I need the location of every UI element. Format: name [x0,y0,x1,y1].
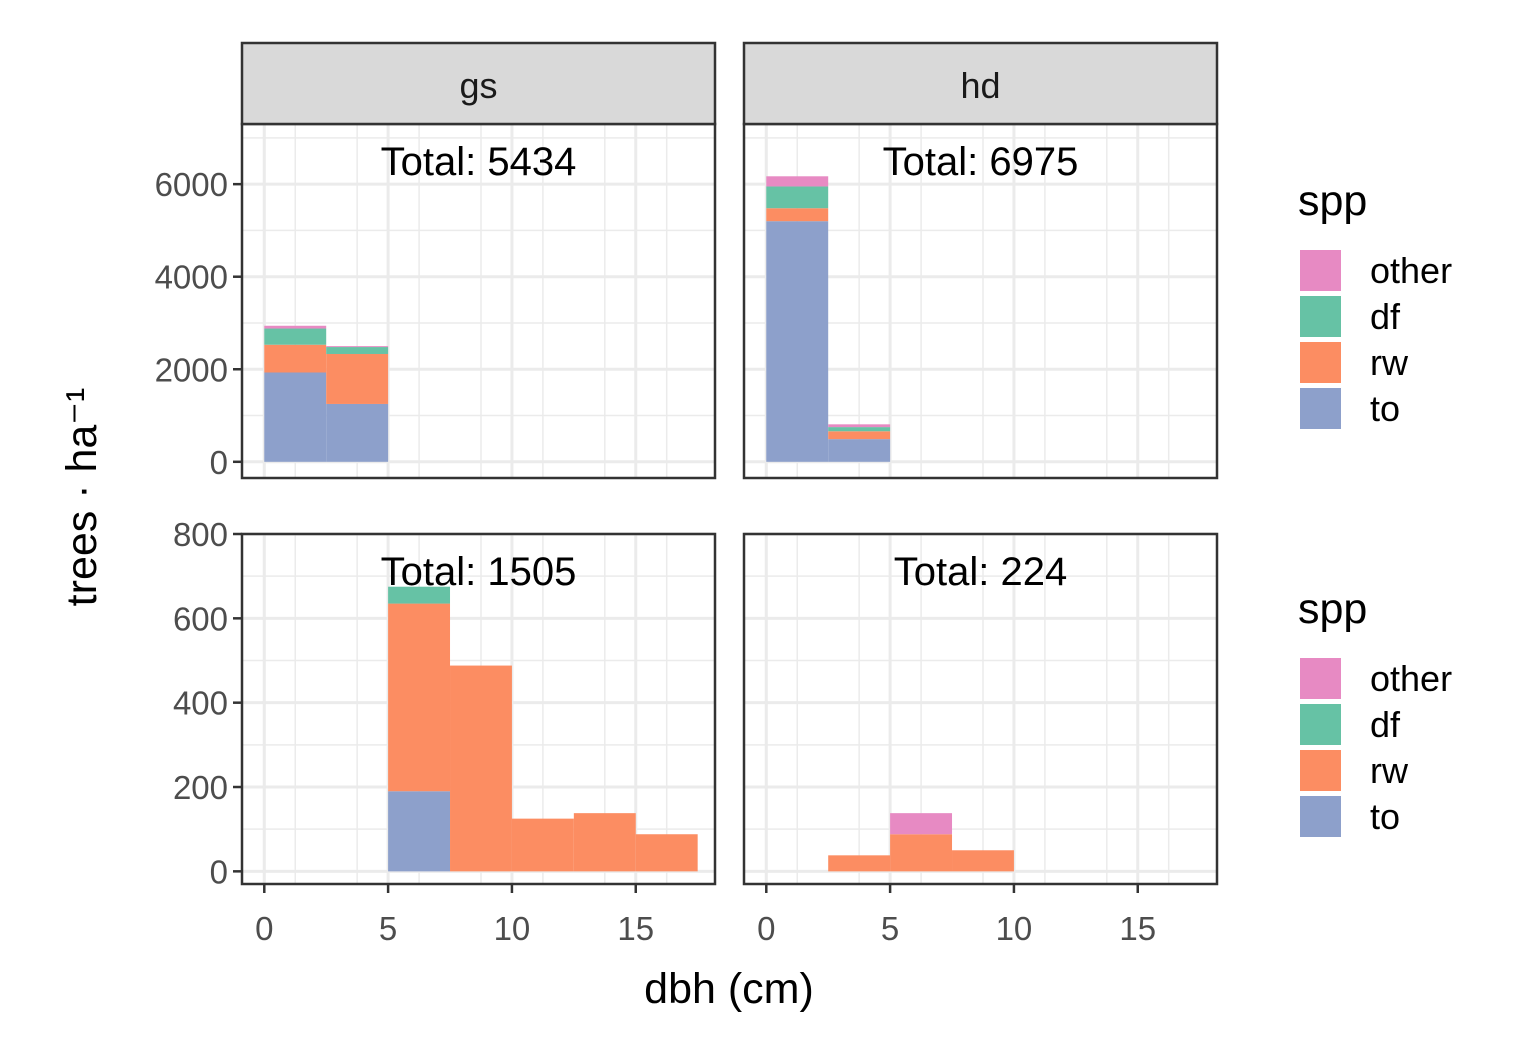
legend-key-df [1300,704,1341,745]
bar-gs-r1-bin1-df [264,328,327,345]
bar-gs-r1-bin2-to [326,403,389,462]
strip-hd-bg [742,41,1219,126]
panel-hd-row-2: Total: 224 0 5 10 15 [742,532,1219,947]
y-tick-label: 200 [173,769,228,806]
bar-hd-r2-bin2-other [890,813,953,835]
legend-key-other [1300,250,1341,291]
bar-gs-r2-bin1-to [388,791,451,872]
x-tick-label: 10 [996,910,1033,947]
x-tick-label: 0 [255,910,273,947]
x-axis-title: dbh (cm) [644,965,814,1013]
bar-hd-r1-bin1-other [766,176,829,187]
bar-gs-r1-bin1-other [264,325,327,329]
legend-label-other: other [1370,250,1452,291]
bar-hd-r2-bin1-rw [828,855,891,872]
x-tick-label: 0 [757,910,775,947]
bar-gs-r1-bin2-df [326,347,389,354]
bar-gs-r2-bin1-rw [388,603,451,792]
panel-hd-row-1: Total: 6975 [742,122,1219,480]
legend-label-other: other [1370,658,1452,699]
y-tick-label: 6000 [155,166,228,203]
bar-gs-r2-bin2-rw [450,665,512,872]
y-tick-label: 0 [210,853,228,890]
legend-title: spp [1298,585,1367,633]
x-tick-label: 15 [617,910,654,947]
legend-label-df: df [1370,704,1401,745]
bar-gs-r1-bin2-other [326,346,389,348]
bar-gs-r1-bin2-rw [326,353,389,404]
y-tick-label: 400 [173,685,228,722]
strip-gs-bg [240,41,717,126]
facet-strips: gs hd [240,41,1219,126]
total-annotation: Total: 6975 [883,140,1079,184]
panel-border [240,532,717,886]
bar-gs-r1-bin1-to [264,372,327,462]
panel-gs-row-2: Total: 1505 0 200 400 600 800 0 5 10 15 [173,516,717,947]
bar-gs-r1-bin1-rw [264,344,327,373]
bar-hd-r1-bin2-to [828,439,891,462]
bar-gs-r2-bin4-rw [573,813,636,872]
total-annotation: Total: 224 [894,550,1067,594]
legend-label-rw: rw [1370,750,1409,791]
strip-gs-label: gs [459,65,497,106]
total-annotation: Total: 1505 [381,550,577,594]
y-tick-label: 800 [173,516,228,553]
panel-border [742,532,1219,886]
bar-hd-r2-bin3-rw [952,850,1014,872]
legend-key-to [1300,796,1341,837]
y-tick-label: 600 [173,600,228,637]
bar-hd-r1-bin1-rw [766,208,829,222]
bar-gs-r2-bin1-df [388,586,451,604]
y-tick-label: 2000 [155,351,228,388]
y-tick-label: 4000 [155,259,228,296]
legend-key-other [1300,658,1341,699]
legend-key-rw [1300,750,1341,791]
bar-hd-r1-bin1-df [766,186,829,209]
bar-hd-r1-bin2-rw [828,431,891,440]
legend-key-to [1300,388,1341,429]
bar-hd-r1-bin2-df [828,427,891,432]
x-tick-label: 5 [881,910,899,947]
strip-hd-label: hd [960,65,1000,106]
legend-key-rw [1300,342,1341,383]
legend-label-df: df [1370,296,1401,337]
x-tick-label: 5 [379,910,397,947]
bar-gs-r2-bin5-rw [635,834,698,872]
panel-gs-row-1: Total: 5434 0 2000 4000 6000 [155,122,717,481]
x-tick-label: 15 [1119,910,1156,947]
legend-title: spp [1298,177,1367,225]
total-annotation: Total: 5434 [381,140,577,184]
bar-hd-r1-bin1-to [766,221,829,462]
legend-label-rw: rw [1370,342,1409,383]
legend-label-to: to [1370,388,1400,429]
legend-key-df [1300,296,1341,337]
x-tick-label: 10 [494,910,531,947]
bar-hd-r1-bin2-other [828,424,891,428]
bar-gs-r2-bin3-rw [511,818,574,872]
legend-label-to: to [1370,796,1400,837]
y-tick-label: 0 [210,444,228,481]
y-axis-title: trees · ha⁻¹ [58,388,106,607]
bar-hd-r2-bin2-rw [890,834,953,872]
